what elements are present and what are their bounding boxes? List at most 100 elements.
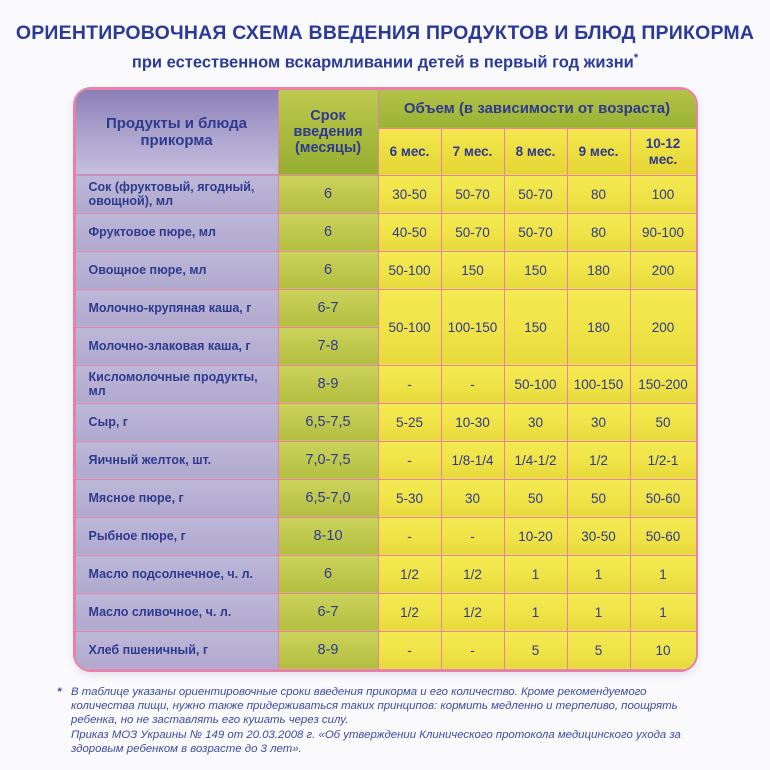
product-cell: Мясное пюре, г <box>74 478 279 518</box>
value-cell: 50-70 <box>440 212 505 252</box>
value-cell-merged: 100-150 <box>440 288 505 366</box>
products-header-cell: Продукты и блюда прикорма <box>74 88 279 176</box>
age-header-9m: 9 мес. <box>566 127 631 176</box>
value-cell: 30-50 <box>566 516 631 556</box>
value-cell: - <box>440 516 505 556</box>
value-cell: 40-50 <box>377 212 442 252</box>
product-cell: Хлеб пшеничный, г <box>74 630 279 670</box>
value-cell-merged: 50-100 <box>377 288 442 366</box>
value-cell: 100 <box>629 174 696 214</box>
value-cell: 1 <box>629 554 696 594</box>
product-cell: Молочно-злаковая каша, г <box>74 326 279 366</box>
value-cell: 30 <box>566 402 631 442</box>
value-cell: 1/2 <box>377 554 442 594</box>
footnote-marker-superscript: * <box>633 52 639 64</box>
value-cell: 50-60 <box>629 478 696 518</box>
value-cell: 1/2 <box>440 554 505 594</box>
term-cell: 6,5-7,0 <box>277 478 379 518</box>
value-cell: 5 <box>566 630 631 670</box>
page-title: ОРИЕНТИРОВОЧНАЯ СХЕМА ВВЕДЕНИЯ ПРОДУКТОВ… <box>15 22 755 44</box>
age-header-10-12m: 10-12 мес. <box>629 127 696 176</box>
value-cell: 30-50 <box>377 174 442 214</box>
feeding-schema-table: Продукты и блюда прикорма Срок введения … <box>72 86 698 672</box>
product-cell: Фруктовое пюре, мл <box>74 212 279 252</box>
value-cell: 10-30 <box>440 402 505 442</box>
product-cell: Масло подсолнечное, ч. л. <box>74 554 279 594</box>
value-cell: 180 <box>566 250 631 290</box>
product-cell: Масло сливочное, ч. л. <box>74 592 279 632</box>
value-cell: 90-100 <box>629 212 696 252</box>
product-cell: Молочно-крупяная каша, г <box>74 288 279 328</box>
value-cell: 50-100 <box>377 250 442 290</box>
value-cell: 1 <box>566 554 631 594</box>
value-cell: 50 <box>503 478 568 518</box>
table-row-egg-yolk: Яичный желток, шт. 7,0-7,5 - 1/8-1/4 1/4… <box>74 440 696 480</box>
value-cell: - <box>377 630 442 670</box>
product-cell: Яичный желток, шт. <box>74 440 279 480</box>
footnote-text-principles: В таблице указаны ориентировочные сроки … <box>71 685 678 727</box>
term-cell: 6-7 <box>277 288 379 328</box>
value-cell: 50-70 <box>440 174 505 214</box>
value-cell: 50 <box>566 478 631 518</box>
value-cell: 50 <box>629 402 696 442</box>
age-header-6m: 6 мес. <box>377 127 442 176</box>
schema-table: Продукты и блюда прикорма Срок введения … <box>74 88 696 670</box>
value-cell: 1/2-1 <box>629 440 696 480</box>
product-cell: Кисломолочные продукты, мл <box>74 364 279 404</box>
term-cell: 6,5-7,5 <box>277 402 379 442</box>
value-cell: - <box>377 516 442 556</box>
value-cell: - <box>377 364 442 404</box>
value-cell: 1/8-1/4 <box>440 440 505 480</box>
product-cell: Сыр, г <box>74 402 279 442</box>
term-cell: 7,0-7,5 <box>277 440 379 480</box>
product-cell: Сок (фруктовый, ягодный, овощной), мл <box>74 174 279 214</box>
value-cell: 5 <box>503 630 568 670</box>
table-row-sunflower-oil: Масло подсолнечное, ч. л. 6 1/2 1/2 1 1 … <box>74 554 696 594</box>
footnote-marker: * <box>57 685 62 698</box>
value-cell: 50-60 <box>629 516 696 556</box>
table-row-milk-grain-porridge: Молочно-злаковая каша, г 7-8 <box>74 326 696 366</box>
value-cell: 1 <box>503 592 568 632</box>
value-cell: - <box>440 364 505 404</box>
value-cell: 1/4-1/2 <box>503 440 568 480</box>
term-cell: 8-9 <box>277 364 379 404</box>
value-cell: 100-150 <box>566 364 631 404</box>
term-cell: 8-10 <box>277 516 379 556</box>
age-header-8m: 8 мес. <box>503 127 568 176</box>
table-row-wheat-bread: Хлеб пшеничный, г 8-9 - - 5 5 10 <box>74 630 696 670</box>
table-row-meat-puree: Мясное пюре, г 6,5-7,0 5-30 30 50 50 50-… <box>74 478 696 518</box>
term-cell: 7-8 <box>277 326 379 366</box>
value-cell: 150 <box>503 250 568 290</box>
term-header-cell: Срок введения (месяцы) <box>277 88 379 176</box>
value-cell: 1 <box>566 592 631 632</box>
value-cell-merged: 150 <box>503 288 568 366</box>
value-cell: - <box>377 440 442 480</box>
value-cell-merged: 180 <box>566 288 631 366</box>
term-cell: 6 <box>277 212 379 252</box>
value-cell: 1 <box>503 554 568 594</box>
table-row-fermented-milk: Кисломолочные продукты, мл 8-9 - - 50-10… <box>74 364 696 404</box>
value-cell: 80 <box>566 174 631 214</box>
value-cell: 80 <box>566 212 631 252</box>
subtitle-text: при естественном вскармливании детей в п… <box>131 53 634 72</box>
value-cell: 50-70 <box>503 174 568 214</box>
value-cell: 200 <box>629 250 696 290</box>
value-cell: 30 <box>503 402 568 442</box>
table-row-fish-puree: Рыбное пюре, г 8-10 - - 10-20 30-50 50-6… <box>74 516 696 556</box>
footnote-text-decree: Приказ МОЗ Украины № 149 от 20.03.2008 г… <box>71 728 681 755</box>
value-cell: 50-100 <box>503 364 568 404</box>
table-row-vegetable-puree: Овощное пюре, мл 6 50-100 150 150 180 20… <box>74 250 696 290</box>
page-subtitle: при естественном вскармливании детей в п… <box>0 52 770 73</box>
product-cell: Рыбное пюре, г <box>74 516 279 556</box>
product-cell: Овощное пюре, мл <box>74 250 279 290</box>
age-header-7m: 7 мес. <box>440 127 505 176</box>
value-cell: 1 <box>629 592 696 632</box>
value-cell: 5-30 <box>377 478 442 518</box>
value-cell-merged: 200 <box>629 288 696 366</box>
value-cell: 1/2 <box>440 592 505 632</box>
value-cell: 1/2 <box>566 440 631 480</box>
value-cell: 150-200 <box>629 364 696 404</box>
table-row-juice: Сок (фруктовый, ягодный, овощной), мл 6 … <box>74 174 696 214</box>
value-cell: 1/2 <box>377 592 442 632</box>
